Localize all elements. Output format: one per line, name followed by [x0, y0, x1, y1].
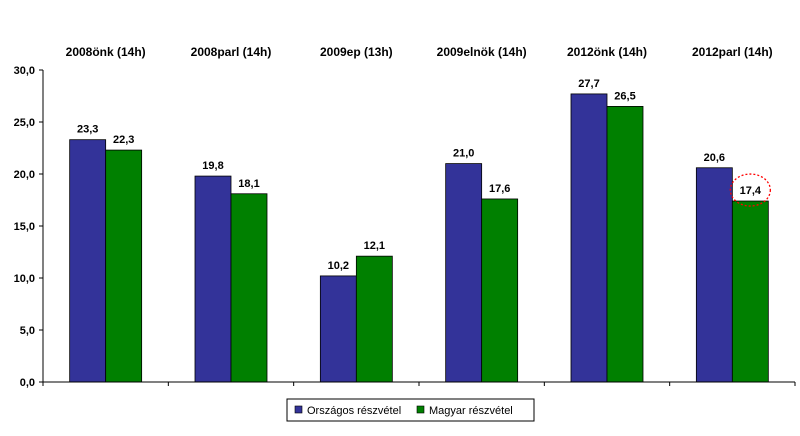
data-label: 20,6 — [704, 152, 725, 164]
data-label: 17,4 — [740, 185, 762, 197]
data-label: 19,8 — [202, 160, 223, 172]
data-label: 22,3 — [113, 134, 134, 146]
y-tick-label: 30,0 — [14, 65, 35, 77]
bar — [355, 255, 393, 383]
bar — [570, 93, 608, 383]
category-label: 2012parl (14h) — [692, 45, 773, 59]
data-label: 17,6 — [489, 183, 510, 195]
bar — [105, 149, 143, 383]
y-tick-label: 15,0 — [14, 221, 35, 233]
y-tick-label: 10,0 — [14, 273, 35, 285]
bar — [695, 167, 733, 383]
legend-swatch — [294, 405, 303, 414]
y-tick-label: 25,0 — [14, 117, 35, 129]
category-label: 2012önk (14h) — [567, 45, 647, 59]
data-label: 10,2 — [328, 260, 349, 272]
legend-swatch — [416, 405, 425, 414]
y-tick-label: 5,0 — [20, 325, 35, 337]
data-label: 23,3 — [77, 124, 98, 136]
bar — [69, 139, 107, 383]
data-label: 18,1 — [238, 178, 259, 190]
y-axis: 0,0 5,0 10,0 15,0 20,0 25,0 30,0 — [14, 65, 44, 389]
category-label: 2009ep (13h) — [320, 45, 393, 59]
legend-box — [286, 398, 535, 422]
legend: Országos részvétel Magyar részvétel — [286, 398, 535, 422]
x-axis — [42, 381, 796, 386]
bars — [69, 93, 769, 383]
bar — [319, 275, 357, 383]
data-label: 12,1 — [364, 240, 385, 252]
data-label: 21,0 — [453, 148, 474, 160]
bar — [731, 200, 769, 383]
legend-label: Magyar részvétel — [429, 405, 513, 417]
legend-label: Országos részvétel — [307, 405, 401, 417]
data-labels: 23,3 19,8 10,2 21,0 27,7 20,6 22,3 18,1 12,1 17,6… — [77, 78, 762, 272]
y-tick-label: 20,0 — [14, 169, 35, 181]
category-label: 2008parl (14h) — [191, 45, 272, 59]
bar — [230, 193, 268, 383]
bar — [194, 175, 232, 383]
y-tick-label: 0,0 — [20, 377, 35, 389]
bar — [445, 163, 483, 383]
highlight — [729, 173, 771, 207]
category-labels: 2008önk (14h) 2008parl (14h) 2009ep (13h) 2… — [66, 45, 773, 59]
data-label: 26,5 — [614, 90, 635, 102]
category-label: 2009elnök (14h) — [437, 45, 527, 59]
bar — [606, 106, 644, 383]
data-label: 27,7 — [578, 78, 599, 90]
highlight-circle — [729, 173, 771, 207]
bar — [481, 198, 519, 383]
category-label: 2008önk (14h) — [66, 45, 146, 59]
